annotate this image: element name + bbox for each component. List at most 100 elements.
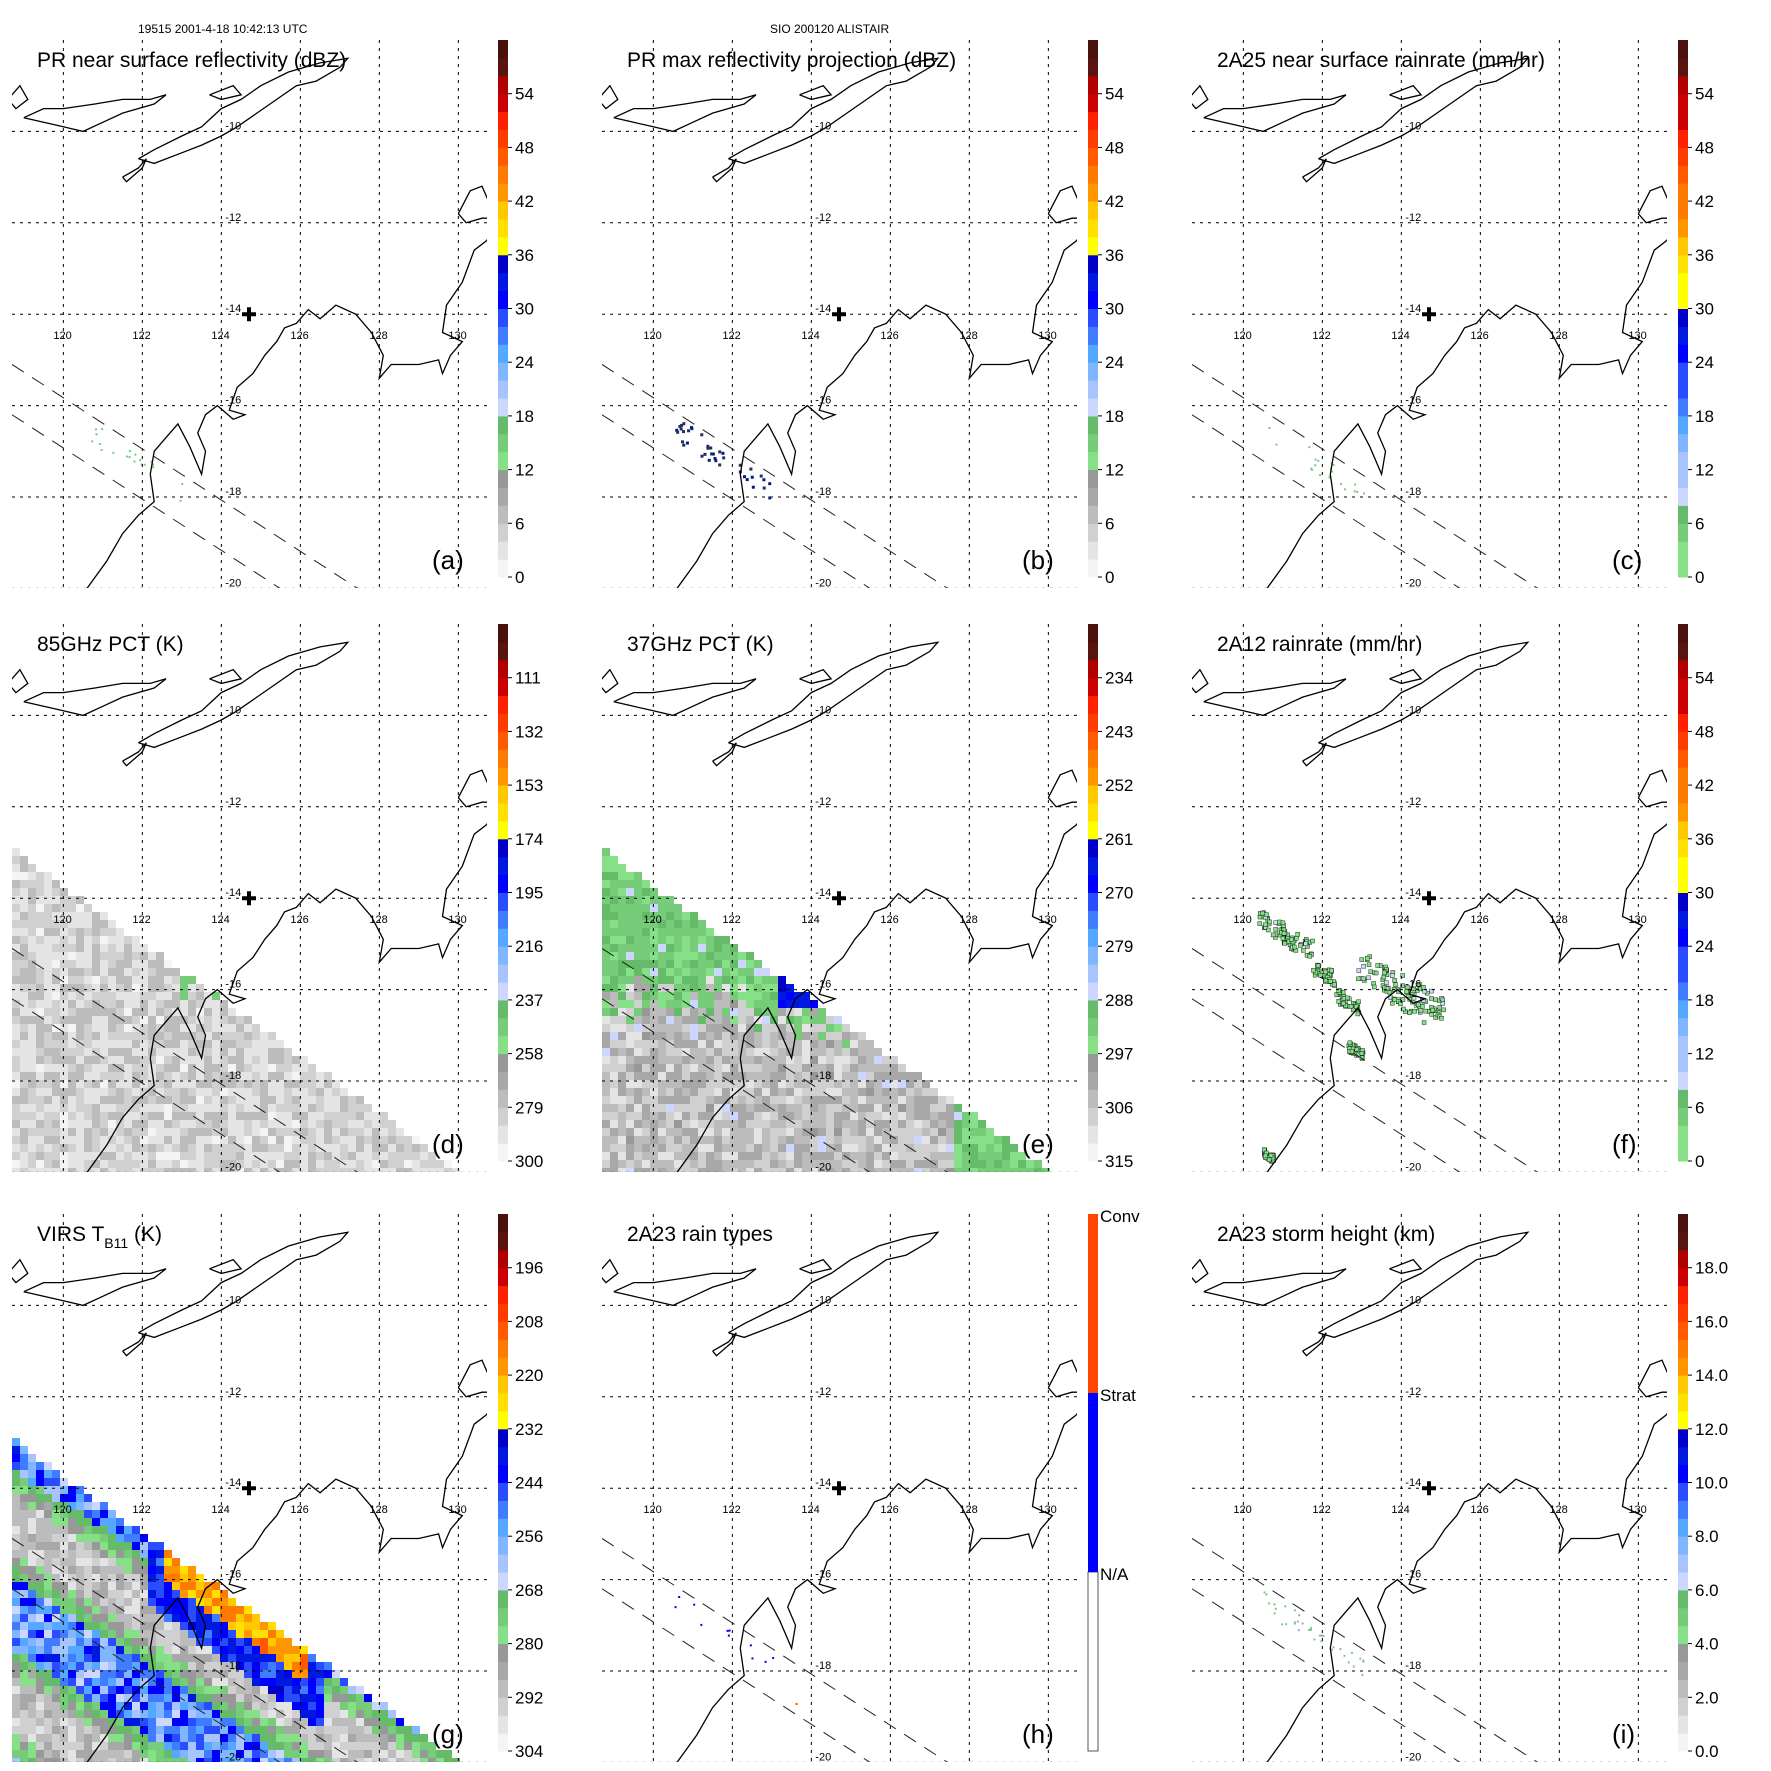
data-cell (674, 1088, 682, 1096)
data-cell (284, 1096, 292, 1104)
data-cell (722, 1128, 730, 1136)
data-cell (698, 1104, 706, 1112)
data-cell (778, 1080, 786, 1088)
data-cell (690, 1128, 698, 1136)
data-cell (204, 1742, 212, 1750)
colorbar-tick-label: 18 (1695, 991, 1714, 1010)
colorbar-swatch (1088, 433, 1098, 453)
data-cell (132, 1750, 140, 1758)
data-cell (914, 1112, 922, 1120)
data-cell (12, 1646, 20, 1654)
colorbar-swatch (1678, 1249, 1688, 1269)
data-cell (252, 1072, 260, 1080)
data-cell (618, 928, 626, 936)
data-cell (794, 1104, 802, 1112)
data-cell (906, 1080, 914, 1088)
panel-title: VIRS TB11 (K) (37, 1223, 162, 1251)
data-cell (658, 1144, 666, 1152)
data-cell (292, 1694, 300, 1702)
data-cell (618, 880, 626, 888)
data-cell (610, 1080, 618, 1088)
data-cell (706, 1136, 714, 1144)
data-cell (292, 1742, 300, 1750)
data-cell (20, 928, 28, 936)
colorbar-tick-label: 279 (1105, 937, 1133, 956)
data-cell (20, 1590, 28, 1598)
data-cell (172, 1622, 180, 1630)
data-cell (100, 1622, 108, 1630)
data-cell (76, 1112, 84, 1120)
data-cell (228, 1742, 236, 1750)
data-cell (212, 1040, 220, 1048)
data-cell (642, 1112, 650, 1120)
data-cell (626, 984, 634, 992)
data-cell (794, 1016, 802, 1024)
data-cell (356, 1120, 364, 1128)
data-cell (100, 1104, 108, 1112)
data-cell (172, 1064, 180, 1072)
data-cell (52, 1534, 60, 1542)
data-cell (68, 936, 76, 944)
data-cell (36, 1048, 44, 1056)
data-cell (68, 1758, 76, 1762)
data-cell (68, 1542, 76, 1550)
data-cell (850, 1160, 858, 1168)
coastline (712, 1332, 737, 1357)
data-cell (12, 1454, 20, 1462)
data-cell (52, 1470, 60, 1478)
data-cell (116, 1032, 124, 1040)
data-cell (220, 1694, 228, 1702)
data-cell (28, 1024, 36, 1032)
data-cell (132, 1686, 140, 1694)
coastline (1318, 641, 1530, 749)
data-cell (148, 1144, 156, 1152)
rain-cell (1390, 1001, 1395, 1006)
data-cell (618, 920, 626, 928)
data-cell (212, 1614, 220, 1622)
data-cell (252, 1152, 260, 1160)
data-cell (650, 976, 658, 984)
colorbar-swatch (1678, 254, 1688, 274)
data-cell (44, 1080, 52, 1088)
data-cell (124, 1750, 132, 1758)
coastline (602, 84, 619, 110)
colorbar-swatch (1678, 451, 1688, 471)
data-cell (76, 1582, 84, 1590)
data-cell (842, 1136, 850, 1144)
data-cell (268, 1120, 276, 1128)
data-cell (60, 1574, 68, 1582)
colorbar-swatch (498, 731, 508, 750)
data-cell (124, 1614, 132, 1622)
data-cell (260, 1734, 268, 1742)
data-cell (962, 1152, 970, 1160)
colorbar-swatch (498, 451, 508, 471)
data-cell (682, 1080, 690, 1088)
panel-title: 2A23 rain types (627, 1223, 773, 1246)
data-cell (76, 928, 84, 936)
data-cell (156, 984, 164, 992)
data-cell (172, 1144, 180, 1152)
data-cell (124, 1160, 132, 1168)
data-cell (834, 1144, 842, 1152)
data-cell (906, 1120, 914, 1128)
lon-tick-label: 130 (448, 330, 466, 342)
rain-pixel (1328, 476, 1331, 479)
data-cell (626, 1128, 634, 1136)
data-cell (36, 1670, 44, 1678)
data-cell (84, 1558, 92, 1566)
data-cell (826, 1056, 834, 1064)
data-cell (220, 1654, 228, 1662)
data-cell (36, 936, 44, 944)
data-cell (84, 1542, 92, 1550)
data-cell (1018, 1168, 1026, 1172)
data-cell (44, 984, 52, 992)
data-cell (44, 1032, 52, 1040)
data-cell (20, 1048, 28, 1056)
data-cell (12, 1462, 20, 1470)
coastline (23, 94, 167, 133)
data-cell (188, 1064, 196, 1072)
data-cell (68, 1638, 76, 1646)
data-cell (100, 1742, 108, 1750)
data-cell (44, 1574, 52, 1582)
data-cell (922, 1152, 930, 1160)
